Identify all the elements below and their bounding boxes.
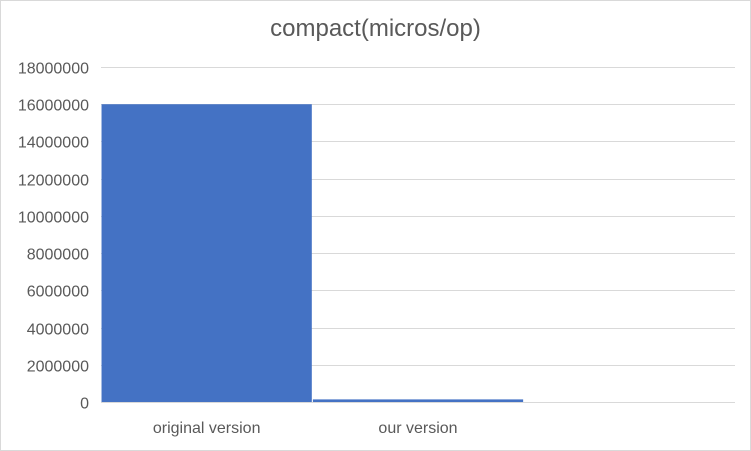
y-tick-label: 18000000 <box>18 61 89 78</box>
y-tick-label: 14000000 <box>18 135 89 152</box>
x-axis-labels: original version our version <box>153 420 458 437</box>
y-tick-label: 8000000 <box>27 247 89 264</box>
y-tick-label: 6000000 <box>27 284 89 301</box>
y-tick-label: 12000000 <box>18 173 89 190</box>
bars <box>101 104 524 402</box>
y-tick-label: 2000000 <box>27 359 89 376</box>
y-tick-label: 4000000 <box>27 322 89 339</box>
bar <box>312 399 524 402</box>
y-tick-label: 0 <box>80 396 89 413</box>
y-tick-label: 16000000 <box>18 98 89 115</box>
y-tick-label: 10000000 <box>18 210 89 227</box>
bar <box>101 104 312 402</box>
x-tick-label: original version <box>153 420 261 437</box>
y-axis-ticks: 0 2000000 4000000 6000000 8000000 10000000 120… <box>18 61 89 413</box>
chart-title: compact(micros/op) <box>270 15 481 42</box>
x-tick-label: our version <box>378 420 457 437</box>
